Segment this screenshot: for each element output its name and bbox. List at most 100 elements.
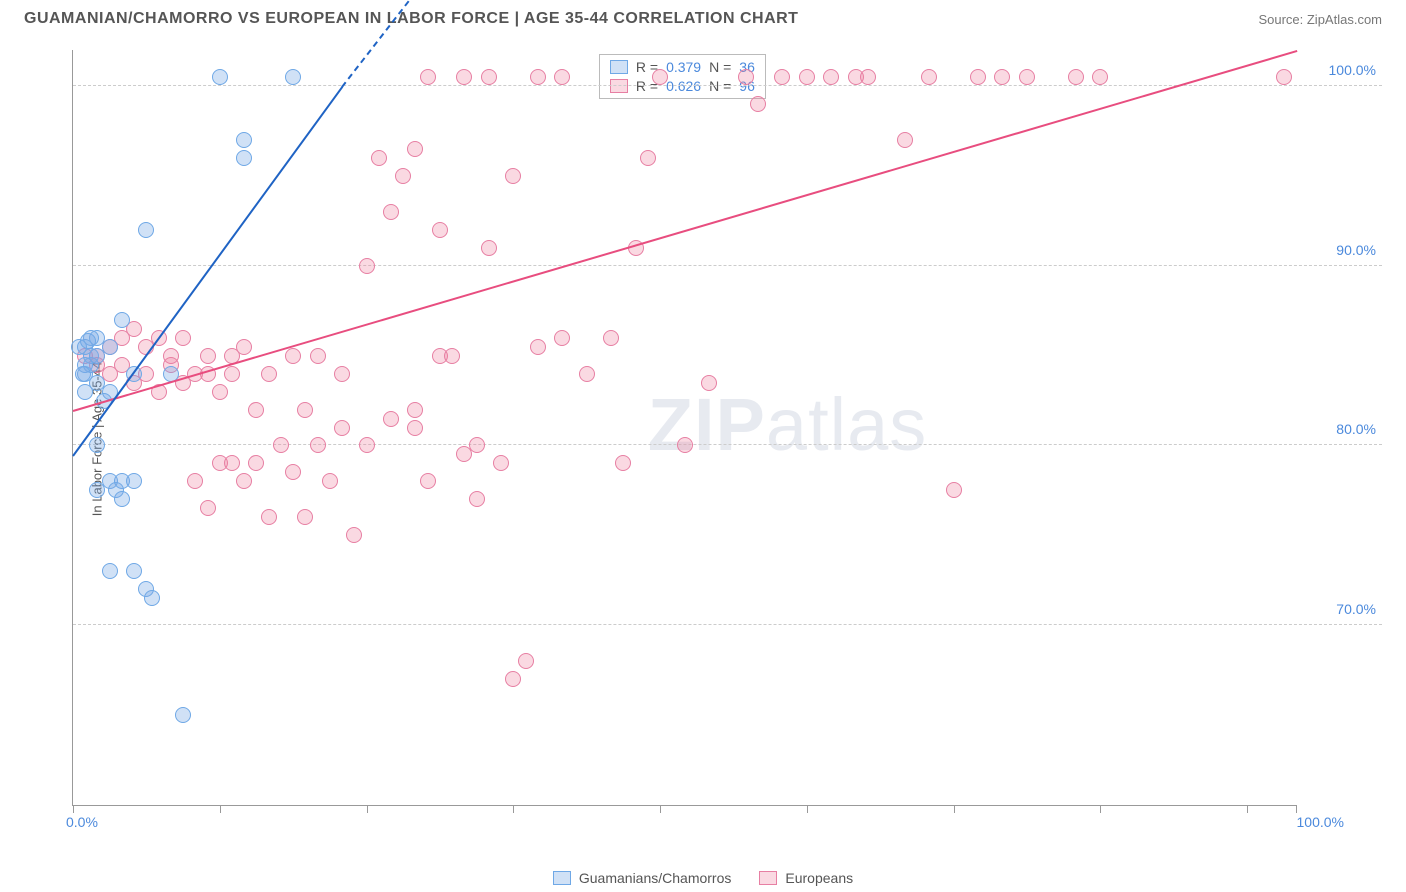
data-point-b — [505, 168, 521, 184]
data-point-b — [603, 330, 619, 346]
data-point-b — [444, 348, 460, 364]
swatch-a-icon — [553, 871, 571, 885]
data-point-b — [481, 69, 497, 85]
r-value-a: 0.379 — [666, 59, 701, 75]
data-point-b — [248, 455, 264, 471]
legend-label-b: Europeans — [785, 870, 853, 886]
gridline — [73, 624, 1382, 625]
data-point-b — [359, 437, 375, 453]
x-tick — [73, 805, 74, 813]
data-point-b — [261, 366, 277, 382]
data-point-a — [236, 132, 252, 148]
data-point-b — [774, 69, 790, 85]
gridline — [73, 265, 1382, 266]
n-label-b: N = — [709, 78, 731, 94]
data-point-b — [554, 330, 570, 346]
r-value-b: 0.626 — [666, 78, 701, 94]
data-point-b — [518, 653, 534, 669]
data-point-b — [395, 168, 411, 184]
x-tick — [1100, 805, 1101, 813]
data-point-b — [738, 69, 754, 85]
data-point-b — [224, 455, 240, 471]
data-point-b — [163, 348, 179, 364]
data-point-b — [371, 150, 387, 166]
data-point-b — [346, 527, 362, 543]
data-point-a — [175, 707, 191, 723]
data-point-a — [80, 333, 96, 349]
trend-line — [73, 50, 1298, 412]
data-point-b — [310, 348, 326, 364]
series-legend: Guamanians/Chamorros Europeans — [0, 870, 1406, 886]
data-point-b — [297, 402, 313, 418]
data-point-b — [224, 366, 240, 382]
x-tick — [220, 805, 221, 813]
x-tick — [513, 805, 514, 813]
data-point-b — [359, 258, 375, 274]
plot-region: ZIPatlas R = 0.379 N = 36 R = 0.626 N = … — [72, 50, 1296, 806]
data-point-b — [946, 482, 962, 498]
data-point-a — [138, 222, 154, 238]
data-point-b — [970, 69, 986, 85]
y-tick-label: 70.0% — [1336, 601, 1376, 617]
data-point-b — [530, 69, 546, 85]
data-point-b — [823, 69, 839, 85]
data-point-a — [144, 590, 160, 606]
data-point-b — [200, 500, 216, 516]
x-tick — [660, 805, 661, 813]
data-point-b — [456, 69, 472, 85]
chart-area: In Labor Force | Age 35-44 ZIPatlas R = … — [24, 42, 1382, 836]
y-tick-label: 100.0% — [1329, 62, 1376, 78]
data-point-b — [285, 348, 301, 364]
data-point-b — [420, 473, 436, 489]
data-point-b — [799, 69, 815, 85]
x-axis-labels: 0.0% 100.0% — [72, 814, 1296, 838]
y-tick-label: 90.0% — [1336, 242, 1376, 258]
y-tick-label: 80.0% — [1336, 421, 1376, 437]
data-point-b — [579, 366, 595, 382]
n-label-a: N = — [709, 59, 731, 75]
legend-label-a: Guamanians/Chamorros — [579, 870, 732, 886]
data-point-b — [383, 411, 399, 427]
swatch-b-icon — [759, 871, 777, 885]
data-point-a — [89, 482, 105, 498]
gridline — [73, 444, 1382, 445]
data-point-b — [322, 473, 338, 489]
data-point-b — [701, 375, 717, 391]
data-point-a — [236, 150, 252, 166]
x-min-label: 0.0% — [66, 814, 98, 830]
data-point-a — [126, 563, 142, 579]
data-point-b — [897, 132, 913, 148]
swatch-series-b — [610, 79, 628, 93]
data-point-b — [615, 455, 631, 471]
data-point-b — [677, 437, 693, 453]
x-tick — [367, 805, 368, 813]
data-point-b — [175, 330, 191, 346]
data-point-a — [126, 473, 142, 489]
data-point-b — [469, 491, 485, 507]
data-point-b — [383, 204, 399, 220]
chart-title: GUAMANIAN/CHAMORRO VS EUROPEAN IN LABOR … — [24, 10, 798, 28]
data-point-b — [481, 240, 497, 256]
x-tick — [807, 805, 808, 813]
data-point-b — [407, 402, 423, 418]
data-point-a — [114, 491, 130, 507]
data-point-b — [994, 69, 1010, 85]
data-point-b — [505, 671, 521, 687]
data-point-a — [285, 69, 301, 85]
data-point-b — [469, 437, 485, 453]
watermark: ZIPatlas — [648, 382, 927, 467]
source-label: Source: ZipAtlas.com — [1258, 12, 1382, 27]
data-point-b — [297, 509, 313, 525]
data-point-b — [187, 473, 203, 489]
data-point-b — [432, 222, 448, 238]
x-tick — [1296, 805, 1297, 813]
data-point-b — [334, 366, 350, 382]
data-point-b — [407, 141, 423, 157]
legend-item-b: Europeans — [759, 870, 853, 886]
gridline — [73, 85, 1382, 86]
data-point-b — [530, 339, 546, 355]
data-point-a — [114, 312, 130, 328]
data-point-a — [212, 69, 228, 85]
data-point-b — [652, 69, 668, 85]
data-point-b — [921, 69, 937, 85]
